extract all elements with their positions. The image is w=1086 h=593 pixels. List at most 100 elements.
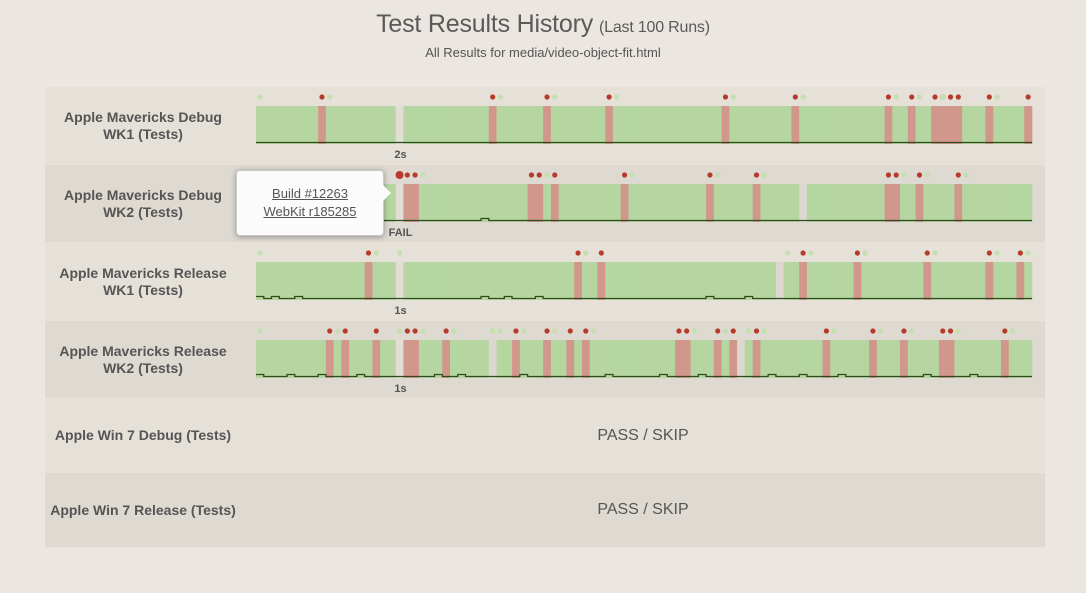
pass-segment bbox=[387, 106, 396, 144]
pass-segment bbox=[263, 106, 272, 144]
pass-segment bbox=[675, 184, 684, 222]
fail-segment bbox=[682, 340, 691, 378]
pass-segment bbox=[512, 184, 521, 222]
pass-segment bbox=[752, 262, 761, 300]
fail-segment bbox=[892, 184, 901, 222]
pass-dot bbox=[878, 328, 884, 334]
pass-segment bbox=[349, 262, 358, 300]
pass-segment bbox=[473, 106, 482, 144]
pass-segment bbox=[682, 184, 691, 222]
pass-segment bbox=[574, 184, 583, 222]
skip-segment bbox=[799, 184, 808, 222]
pass-segment bbox=[519, 106, 528, 144]
pass-segment bbox=[380, 340, 389, 378]
pass-segment bbox=[1008, 262, 1017, 300]
skip-segment bbox=[488, 340, 497, 378]
duration-line bbox=[256, 295, 1032, 300]
build-link[interactable]: Build #12263 bbox=[272, 186, 348, 201]
pass-segment bbox=[574, 106, 583, 144]
pass-segment bbox=[271, 262, 280, 300]
pass-dot bbox=[552, 94, 558, 100]
pass-segment bbox=[457, 184, 466, 222]
pass-segment bbox=[985, 340, 994, 378]
fail-segment bbox=[954, 106, 963, 144]
pass-segment bbox=[550, 106, 559, 144]
pass-segment bbox=[1016, 184, 1025, 222]
fail-dot bbox=[753, 328, 760, 334]
pass-segment bbox=[465, 184, 474, 222]
revision-link[interactable]: WebKit r185285 bbox=[263, 204, 357, 219]
pass-segment bbox=[814, 184, 823, 222]
pass-dot bbox=[334, 328, 341, 334]
pass-segment bbox=[783, 262, 792, 300]
pass-dot bbox=[761, 172, 767, 178]
fail-dot bbox=[955, 94, 961, 100]
bot-label: Apple Win 7 Release (Tests) bbox=[50, 501, 236, 518]
fail-dot bbox=[940, 328, 946, 334]
pass-segment bbox=[380, 184, 389, 222]
pass-segment bbox=[1000, 184, 1010, 222]
pass-dot bbox=[715, 172, 721, 178]
fail-dot bbox=[916, 172, 923, 178]
pass-segment bbox=[775, 184, 784, 222]
pass-segment bbox=[356, 340, 365, 378]
pass-segment bbox=[690, 262, 699, 300]
pass-segment bbox=[457, 262, 466, 300]
fail-segment bbox=[713, 340, 722, 378]
skip-segment bbox=[775, 262, 784, 300]
fail-dot bbox=[1017, 250, 1023, 256]
pass-segment bbox=[589, 340, 598, 378]
pass-segment bbox=[519, 340, 528, 378]
pass-dot bbox=[629, 172, 635, 178]
pass-segment bbox=[496, 262, 505, 300]
build-popover: Build #12263 WebKit r185285 bbox=[236, 170, 391, 236]
pass-segment bbox=[969, 262, 978, 300]
pass-segment bbox=[434, 106, 443, 144]
fail-segment bbox=[318, 106, 327, 144]
pass-segment bbox=[690, 106, 699, 144]
pass-segment bbox=[706, 262, 715, 300]
fail-dot bbox=[342, 328, 348, 334]
fail-dot bbox=[327, 328, 333, 334]
timeline-svg: 2s bbox=[256, 94, 1033, 161]
fail-dot bbox=[567, 328, 573, 334]
fail-segment bbox=[938, 106, 947, 144]
pass-segment bbox=[457, 340, 466, 378]
pass-dot bbox=[420, 328, 426, 334]
bot-row: Apple Win 7 Release (Tests) PASS / SKIP bbox=[45, 473, 1045, 548]
fail-segment bbox=[411, 340, 420, 378]
pass-segment bbox=[496, 106, 505, 144]
pass-segment bbox=[659, 184, 668, 222]
fail-dot bbox=[319, 94, 325, 100]
pass-segment bbox=[853, 184, 862, 222]
pass-segment bbox=[876, 106, 885, 144]
results-timeline[interactable]: 1s bbox=[256, 243, 1033, 320]
pass-dot bbox=[746, 328, 752, 334]
pass-segment bbox=[1024, 184, 1033, 222]
fail-segment bbox=[442, 340, 451, 378]
pass-dot bbox=[940, 94, 946, 100]
fail-dot bbox=[552, 172, 558, 178]
pass-segment bbox=[969, 106, 978, 144]
pass-segment bbox=[768, 184, 777, 222]
fail-segment bbox=[372, 340, 381, 378]
fail-segment bbox=[543, 340, 552, 378]
results-timeline[interactable]: 2s bbox=[256, 87, 1033, 164]
pass-segment bbox=[333, 262, 342, 300]
pass-segment bbox=[426, 106, 435, 144]
pass-segment bbox=[294, 106, 303, 144]
pass-segment bbox=[426, 184, 435, 222]
pass-segment bbox=[597, 106, 606, 144]
pass-dot bbox=[257, 94, 263, 100]
pass-segment bbox=[426, 262, 435, 300]
results-timeline[interactable]: 1s bbox=[256, 321, 1033, 398]
fail-segment bbox=[411, 184, 420, 222]
pass-segment bbox=[418, 184, 428, 222]
fail-segment bbox=[985, 262, 994, 300]
pass-segment bbox=[271, 106, 280, 144]
pass-segment bbox=[900, 106, 909, 144]
pass-dot bbox=[730, 94, 736, 100]
fail-segment bbox=[535, 184, 544, 222]
pass-segment bbox=[760, 184, 769, 222]
bot-label: Apple Mavericks Debug WK2 (Tests) bbox=[64, 186, 222, 220]
